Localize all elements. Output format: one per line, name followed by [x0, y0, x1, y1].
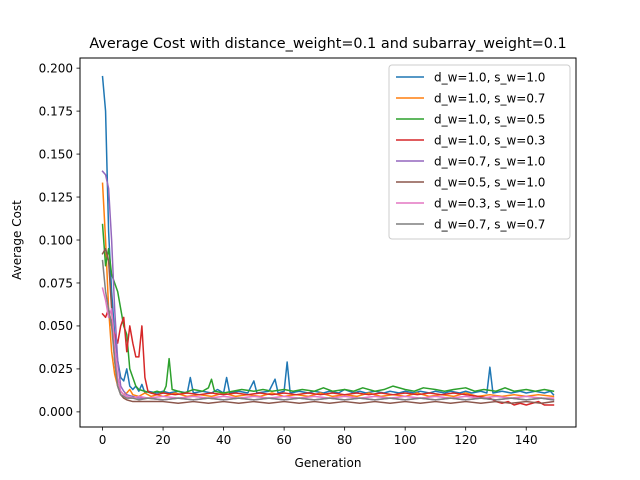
series-line-8	[101, 259, 555, 401]
legend-label-3: d_w=1.0, s_w=0.5	[434, 112, 545, 126]
x-tick-label: 0	[99, 433, 107, 447]
legend-label-4: d_w=1.0, s_w=0.3	[434, 133, 545, 147]
y-tick-label: 0.150	[39, 147, 73, 161]
legend-label-6: d_w=0.5, s_w=1.0	[434, 175, 545, 189]
x-tick-label: 80	[337, 433, 352, 447]
legend: d_w=1.0, s_w=1.0 d_w=1.0, s_w=0.7 d_w=1.0,…	[388, 64, 571, 240]
y-axis-label: Average Cost	[10, 200, 24, 280]
axes-frame	[79, 57, 577, 428]
legend-label-2: d_w=1.0, s_w=0.7	[434, 91, 545, 105]
y-tick-label: 0.025	[39, 362, 73, 376]
x-tick-label: 60	[276, 433, 291, 447]
x-axis-label: Generation	[295, 456, 362, 470]
plot-area: 0 20 40 60 80 100 120 140 0.000 0.025 0.050 0.075 0.…	[39, 57, 577, 447]
y-tick-label: 0.075	[39, 276, 73, 290]
legend-label-7: d_w=0.3, s_w=1.0	[434, 196, 545, 210]
legend-label-8: d_w=0.7, s_w=0.7	[434, 217, 545, 231]
x-tick-label: 40	[216, 433, 231, 447]
legend-label-5: d_w=0.7, s_w=1.0	[434, 154, 545, 168]
y-tick-label: 0.100	[39, 233, 73, 247]
x-tick-label: 140	[515, 433, 538, 447]
legend-box	[388, 64, 571, 240]
series-line-1	[101, 75, 555, 396]
x-tick-label: 20	[155, 433, 170, 447]
y-tick-label: 0.000	[39, 405, 73, 419]
y-tick-label: 0.050	[39, 319, 73, 333]
chart-title: Average Cost with distance_weight=0.1 an…	[89, 36, 566, 52]
x-tick-label: 100	[394, 433, 417, 447]
legend-label-1: d_w=1.0, s_w=1.0	[434, 70, 545, 84]
y-tick-label: 0.175	[39, 104, 73, 118]
y-tick-label: 0.125	[39, 190, 73, 204]
series-line-3	[101, 223, 555, 394]
y-tick-label: 0.200	[39, 61, 73, 75]
x-tick-label: 120	[454, 433, 477, 447]
